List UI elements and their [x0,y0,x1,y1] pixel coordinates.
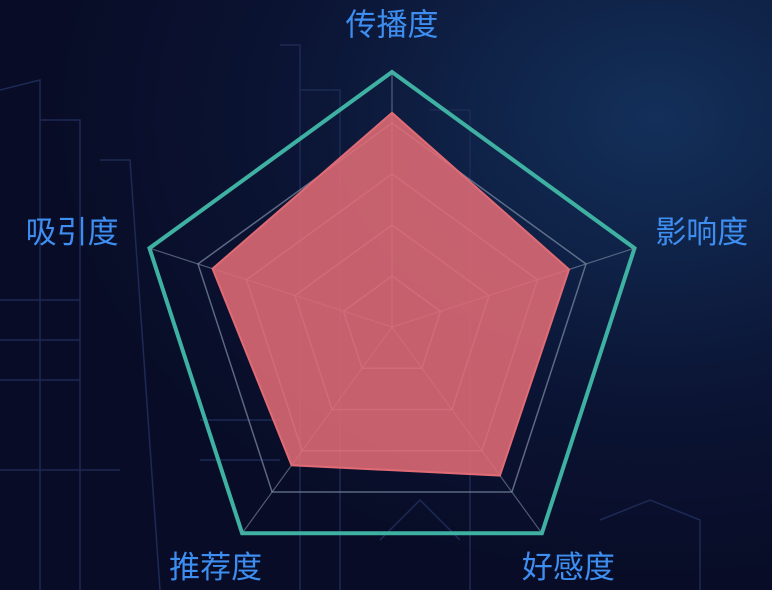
category-label: 好感度 [522,550,615,586]
radar-series [211,111,571,477]
axis-outline [147,69,637,536]
category-label: 吸引度 [26,215,119,251]
radar-area [211,111,571,477]
category-label: 推荐度 [169,550,262,586]
category-label: 传播度 [346,8,439,44]
category-label: 影响度 [655,215,748,251]
grid-ring [197,122,587,493]
city-skyline [0,44,701,590]
